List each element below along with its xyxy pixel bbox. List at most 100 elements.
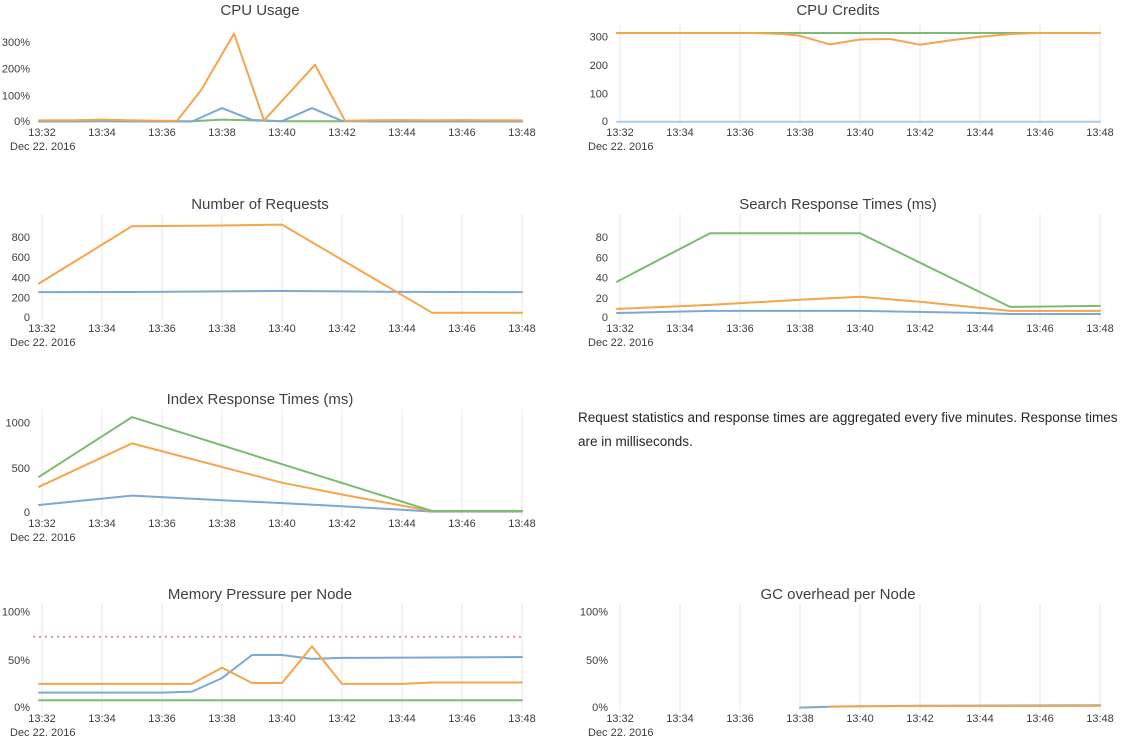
x-tick-label: 13:32: [28, 323, 56, 335]
x-tick-label: 13:44: [966, 323, 994, 335]
x-tick-label: 13:48: [1086, 127, 1114, 139]
y-tick-label: 0: [24, 507, 30, 519]
chart-cpu-usage: CPU Usage 0% 100% 200% 300% 13:32 13:34 13:36 1…: [0, 0, 565, 165]
x-tick-label: 13:48: [508, 518, 536, 530]
y-tick-label: 100%: [2, 607, 30, 619]
x-tick-label: 13:32: [606, 323, 634, 335]
x-tick-label: 13:48: [508, 323, 536, 335]
chart-number-of-requests: Number of Requests 0 200 400 600 800 13:32 13:…: [0, 190, 565, 360]
series-line-orange: [38, 442, 523, 513]
y-tick-label: 0: [602, 312, 608, 324]
series-line-blue: [38, 494, 523, 513]
x-tick-label: 13:48: [1086, 323, 1114, 335]
gc-overhead-plot: 0% 50% 100% 13:32 13:34 13:36 13:38 13:40 13:42 1…: [580, 604, 1114, 739]
x-tick-label: 13:40: [268, 518, 296, 530]
chart-memory-pressure: Memory Pressure per Node 0% 50% 100% 13:32 1…: [0, 580, 565, 741]
x-tick-label: 13:40: [846, 323, 874, 335]
x-tick-label: 13:44: [966, 713, 994, 725]
y-tick-label: 1000: [6, 418, 30, 430]
x-tick-label: 13:46: [448, 713, 476, 725]
x-tick-label: 13:36: [148, 127, 176, 139]
y-tick-label: 500: [12, 463, 30, 475]
chart-title: CPU Credits: [796, 2, 880, 19]
chart-index-response-times: Index Response Times (ms) 0 500 1000 13:32 1…: [0, 385, 565, 555]
chart-title: Memory Pressure per Node: [167, 586, 353, 603]
y-tick-label: 0: [602, 116, 608, 128]
series-line-orange: [829, 704, 1101, 708]
x-tick-label: 13:48: [1086, 713, 1114, 725]
x-tick-label: 13:34: [666, 713, 694, 725]
x-tick-label: 13:46: [448, 323, 476, 335]
chart-title: Search Response Times (ms): [739, 196, 937, 213]
series-line-orange: [38, 223, 523, 314]
x-tick-label: 13:38: [786, 127, 814, 139]
x-tick-label: 13:42: [906, 127, 934, 139]
x-tick-label: 13:34: [666, 323, 694, 335]
x-tick-label: 13:38: [208, 518, 236, 530]
y-tick-label: 300%: [2, 37, 30, 49]
x-tick-label: 13:40: [846, 713, 874, 725]
x-tick-label: 13:38: [208, 323, 236, 335]
x-tick-label: 13:44: [966, 127, 994, 139]
series-line-green: [38, 416, 523, 512]
y-tick-label: 80: [596, 232, 608, 244]
y-tick-label: 40: [596, 273, 608, 285]
x-tick-label: 13:42: [328, 127, 356, 139]
x-axis-date-label: Dec 22. 2016: [588, 337, 653, 349]
x-tick-label: 13:32: [28, 127, 56, 139]
chart-cpu-credits: CPU Credits 0 100 200 300 13:32 13:34 13:36 13:…: [578, 0, 1131, 165]
y-tick-label: 0%: [14, 702, 30, 714]
chart-title: Number of Requests: [191, 196, 329, 213]
x-tick-label: 13:34: [88, 518, 116, 530]
series-line-blue: [38, 654, 523, 694]
x-tick-label: 13:32: [28, 713, 56, 725]
x-tick-label: 13:36: [726, 323, 754, 335]
chart-title: CPU Usage: [220, 2, 300, 19]
series-line-green: [616, 232, 1101, 308]
x-tick-label: 13:46: [448, 518, 476, 530]
x-axis-date-label: Dec 22. 2016: [588, 727, 653, 739]
chart-gc-overhead: GC overhead per Node 0% 50% 100% 13:32 13:34…: [578, 580, 1131, 741]
index-response-times-plot: 0 500 1000 13:32 13:34 13:36 13:38 13:40 13:42 13…: [6, 409, 536, 544]
series-line-orange: [616, 32, 1101, 46]
y-tick-label: 0%: [592, 702, 608, 714]
x-tick-label: 13:36: [148, 323, 176, 335]
y-tick-label: 200: [12, 293, 30, 305]
x-tick-label: 13:44: [388, 518, 416, 530]
cpu-usage-plot: 0% 100% 200% 300% 13:32 13:34 13:36 13:38 13:40 1…: [2, 32, 536, 153]
x-tick-label: 13:38: [786, 713, 814, 725]
x-tick-label: 13:42: [906, 713, 934, 725]
y-tick-label: 600: [12, 252, 30, 264]
cpu-credits-plot: 0 100 200 300 13:32 13:34 13:36 13:38 13:40 13:42…: [588, 25, 1114, 153]
x-tick-label: 13:40: [846, 127, 874, 139]
y-tick-label: 100%: [2, 90, 30, 102]
series-line-blue: [616, 309, 1101, 315]
series-line-orange: [616, 295, 1101, 312]
memory-pressure-plot: 0% 50% 100% 13:32 13:34 13:36 13:38 13:40 13:42 1…: [2, 604, 536, 739]
x-tick-label: 13:34: [666, 127, 694, 139]
y-tick-label: 50%: [8, 655, 30, 667]
x-tick-label: 13:42: [328, 323, 356, 335]
y-tick-label: 60: [596, 252, 608, 264]
y-tick-label: 0: [24, 312, 30, 324]
x-tick-label: 13:38: [208, 127, 236, 139]
chart-title: GC overhead per Node: [760, 586, 916, 603]
aggregation-note: Request statistics and response times ar…: [578, 406, 1130, 454]
x-axis-date-label: Dec 22. 2016: [10, 727, 75, 739]
x-tick-label: 13:32: [606, 713, 634, 725]
x-tick-label: 13:46: [448, 127, 476, 139]
y-tick-label: 0%: [14, 116, 30, 128]
x-tick-label: 13:36: [726, 713, 754, 725]
y-tick-label: 800: [12, 232, 30, 244]
y-tick-label: 300: [590, 31, 608, 43]
search-response-times-plot: 0 20 40 60 80 13:32 13:34 13:36 13:38 13:40 13:42 1…: [588, 214, 1114, 349]
series-line-blue: [38, 107, 523, 123]
x-tick-label: 13:46: [1026, 127, 1054, 139]
number-of-requests-plot: 0 200 400 600 800 13:32 13:34 13:36 13:38 13:40 13…: [10, 214, 536, 349]
x-tick-label: 13:48: [508, 713, 536, 725]
x-tick-label: 13:46: [1026, 323, 1054, 335]
x-tick-label: 13:40: [268, 323, 296, 335]
x-axis-date-label: Dec 22. 2016: [588, 141, 653, 153]
x-axis-date-label: Dec 22. 2016: [10, 337, 75, 349]
